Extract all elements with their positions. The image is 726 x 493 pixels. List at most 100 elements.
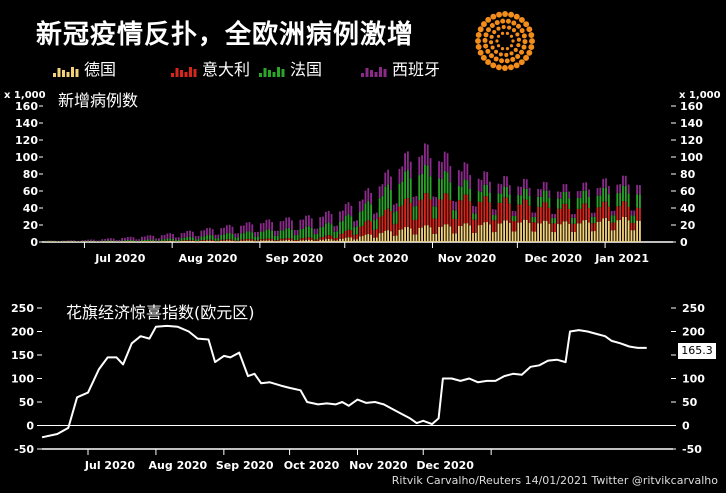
bar-segment-italy — [562, 203, 565, 222]
bar-segment-germany — [392, 235, 395, 242]
bar-segment-france — [469, 188, 472, 202]
bar-segment-france — [251, 232, 254, 240]
bar-segment-germany — [503, 220, 506, 242]
bar-segment-spain — [313, 228, 316, 235]
bar-segment-france — [214, 238, 217, 241]
bar-segment-germany — [350, 237, 353, 242]
legend-swatch-france — [259, 67, 285, 77]
y-tick-right: 120 — [680, 134, 703, 147]
bar-segment-italy — [554, 223, 556, 233]
y-tick-right: 40 — [680, 202, 696, 215]
bar-segment-spain — [299, 219, 302, 230]
bar-segment-france — [172, 238, 174, 241]
bar-segment-germany — [588, 222, 590, 242]
bar-segment-france — [112, 240, 115, 242]
y-tick-right: 0 — [680, 236, 688, 249]
bar-segment-france — [220, 234, 223, 240]
bar-segment-spain — [257, 231, 259, 237]
bar-segment-spain — [276, 230, 279, 236]
bar-segment-germany — [407, 226, 409, 242]
bar-segment-france — [259, 231, 262, 240]
bar-segment-spain — [143, 236, 146, 240]
logo-dot — [508, 11, 515, 18]
bar-segment-italy — [404, 198, 406, 228]
bar-segment-spain — [619, 184, 622, 193]
logo-dot — [502, 11, 509, 17]
bar-segment-spain — [392, 204, 395, 213]
bar-segment-france — [330, 224, 333, 236]
bar-segment-germany — [251, 240, 254, 242]
bar-segment-italy — [457, 200, 460, 226]
bar-segment-spain — [265, 219, 268, 230]
bar-segment-italy — [503, 197, 506, 221]
bar-segment-france — [559, 198, 562, 209]
bar-segment-italy — [279, 238, 282, 241]
bar-segment-france — [639, 194, 641, 208]
bar-segment-spain — [548, 190, 551, 198]
bar-segment-france — [440, 179, 443, 200]
bar-segment-germany — [223, 240, 225, 242]
bar-segment-germany — [616, 220, 619, 242]
bar-segment-france — [291, 229, 293, 239]
bar-segment-spain — [381, 184, 384, 197]
logo-dot — [529, 38, 535, 45]
bar-segment-spain — [149, 235, 152, 240]
bar-segment-germany — [282, 240, 285, 242]
bar-segment-spain — [107, 238, 109, 241]
bar-segment-france — [489, 192, 491, 203]
bar-segment-italy — [559, 208, 562, 225]
bar-segment-france — [163, 239, 166, 241]
bar-segment-france — [225, 233, 228, 240]
bar-segment-france — [633, 215, 636, 224]
bar-segment-italy — [542, 202, 545, 221]
bar-segment-spain — [556, 191, 559, 199]
logo-dot — [505, 47, 510, 51]
bar-segment-france — [313, 234, 316, 240]
bar-segment-france — [203, 236, 206, 241]
bar-segment-spain — [228, 224, 231, 233]
bar-segment-france — [480, 191, 483, 203]
bar-segment-italy — [520, 204, 523, 223]
bar-segment-germany — [627, 220, 630, 242]
logo-dot — [507, 64, 514, 71]
bar-segment-germany — [562, 221, 565, 242]
bar-segment-spain — [582, 182, 585, 191]
bar-segment-germany — [633, 230, 636, 242]
bar-segment-italy — [347, 229, 350, 238]
bar-segment-germany — [200, 240, 203, 242]
bar-segment-spain — [189, 230, 191, 237]
bar-segment-spain — [542, 181, 545, 191]
bar-segment-france — [395, 211, 398, 224]
bar-segment-france — [208, 234, 211, 240]
bar-segment-spain — [373, 213, 375, 221]
bar-segment-spain — [585, 182, 588, 191]
bar-segment-germany — [341, 238, 344, 242]
logo-dot — [522, 39, 528, 45]
bar-segment-spain — [302, 219, 305, 229]
bar-segment-germany — [109, 241, 112, 242]
bar-segment-germany — [186, 240, 189, 242]
bar-segment-france — [234, 237, 237, 241]
bar-segment-italy — [480, 202, 483, 225]
bar-segment-italy — [627, 207, 630, 221]
legend-swatch-bar — [361, 73, 364, 77]
y-tick-right: 140 — [680, 117, 703, 130]
bar-segment-germany — [605, 217, 607, 242]
bar-segment-germany — [619, 219, 622, 242]
bar-segment-germany — [126, 241, 129, 242]
bar-segment-france — [310, 228, 313, 238]
bar-segment-france — [333, 231, 336, 239]
bar-segment-france — [392, 212, 395, 225]
bar-segment-spain — [356, 220, 358, 227]
x-tick-label: Nov 2020 — [438, 252, 497, 265]
bar-segment-spain — [446, 153, 449, 173]
bar-segment-france — [279, 230, 282, 239]
bar-segment-spain — [262, 222, 265, 232]
bar-segment-italy — [248, 238, 251, 241]
x-tick-label: Jul 2020 — [94, 252, 145, 265]
legend-swatch-bar — [277, 67, 280, 77]
bar-segment-spain — [421, 155, 423, 174]
logo-dot — [505, 18, 511, 24]
bar-segment-italy — [370, 221, 373, 235]
bar-segment-germany — [531, 231, 534, 242]
